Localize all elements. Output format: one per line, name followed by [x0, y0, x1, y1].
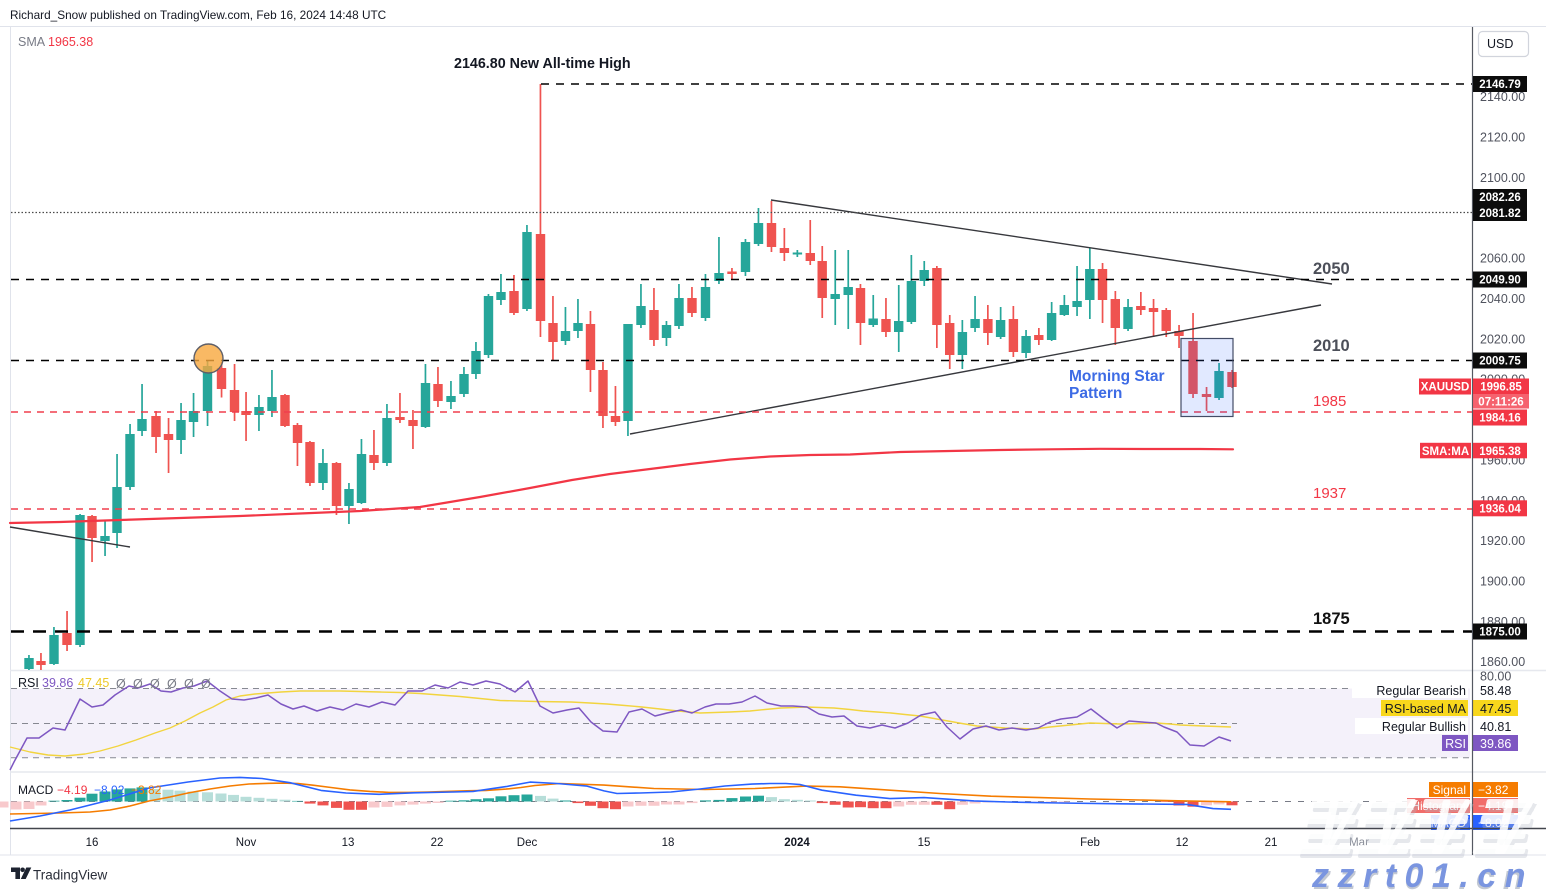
svg-text:1860.00: 1860.00	[1480, 655, 1525, 669]
svg-text:13: 13	[342, 837, 355, 849]
svg-text:USD: USD	[1487, 37, 1513, 51]
svg-text:Ø: Ø	[184, 677, 194, 691]
svg-text:Nov: Nov	[236, 837, 257, 849]
svg-text:RSI-based MA: RSI-based MA	[1385, 702, 1467, 716]
svg-text:RSI: RSI	[1445, 737, 1466, 751]
svg-text:1900.00: 1900.00	[1480, 575, 1525, 589]
svg-text:2020.00: 2020.00	[1480, 332, 1525, 346]
svg-text:Ø: Ø	[133, 677, 143, 691]
svg-text:2024: 2024	[784, 837, 810, 849]
svg-text:SMA: SMA	[18, 35, 46, 49]
svg-text:zzrt01.cn: zzrt01.cn	[1313, 859, 1532, 891]
svg-text:Pattern: Pattern	[1069, 385, 1122, 402]
svg-text:1937: 1937	[1313, 485, 1346, 502]
svg-text:Ø: Ø	[150, 677, 160, 691]
svg-text:TradingView: TradingView	[33, 868, 108, 883]
svg-text:1936.04: 1936.04	[1479, 504, 1521, 516]
svg-text:−4.19: −4.19	[57, 783, 88, 797]
svg-text:18: 18	[662, 837, 675, 849]
svg-text:47.45: 47.45	[78, 676, 109, 690]
svg-text:−3.82: −3.82	[1478, 783, 1509, 797]
svg-text:15: 15	[918, 837, 931, 849]
svg-text:1875.00: 1875.00	[1479, 627, 1521, 639]
svg-text:Regular Bearish: Regular Bearish	[1376, 684, 1466, 698]
svg-text:12: 12	[1176, 837, 1189, 849]
svg-text:2009.75: 2009.75	[1479, 356, 1521, 368]
svg-text:2081.82: 2081.82	[1479, 208, 1521, 220]
svg-text:40.81: 40.81	[1480, 720, 1511, 734]
svg-text:RSI: RSI	[18, 676, 39, 690]
svg-text:Ø: Ø	[167, 677, 177, 691]
svg-text:2120.00: 2120.00	[1480, 131, 1525, 145]
svg-text:−3.82: −3.82	[131, 783, 162, 797]
svg-text:MACD: MACD	[18, 783, 54, 797]
svg-text:1996.85: 1996.85	[1480, 381, 1522, 393]
svg-text:1985: 1985	[1313, 393, 1346, 410]
svg-text:2140.00: 2140.00	[1480, 90, 1525, 104]
svg-text:1920.00: 1920.00	[1480, 534, 1525, 548]
svg-text:Morning Star: Morning Star	[1069, 368, 1165, 385]
svg-text:80.00: 80.00	[1480, 670, 1511, 684]
svg-text:2060.00: 2060.00	[1480, 252, 1525, 266]
svg-text:39.86: 39.86	[42, 676, 73, 690]
svg-text:XAUUSD: XAUUSD	[1421, 382, 1470, 394]
svg-text:−8.02: −8.02	[94, 783, 125, 797]
svg-text:Richard_Snow published on Trad: Richard_Snow published on TradingView.co…	[10, 8, 387, 22]
svg-text:07:11:26: 07:11:26	[1478, 396, 1523, 408]
svg-text:2010: 2010	[1313, 337, 1350, 355]
svg-text:16: 16	[86, 837, 99, 849]
svg-text:2082.26: 2082.26	[1479, 192, 1521, 204]
svg-text:39.86: 39.86	[1480, 737, 1511, 751]
svg-text:1965.38: 1965.38	[48, 35, 93, 49]
svg-text:Dec: Dec	[517, 837, 538, 849]
svg-text:2040.00: 2040.00	[1480, 292, 1525, 306]
svg-text:21: 21	[1265, 837, 1278, 849]
svg-text:Ø: Ø	[116, 677, 126, 691]
svg-text:2050: 2050	[1313, 260, 1350, 278]
svg-text:Signal: Signal	[1433, 783, 1466, 797]
svg-text:zzrt01.cn: zzrt01.cn	[1311, 857, 1534, 891]
svg-text:Feb: Feb	[1080, 837, 1100, 849]
svg-text:2100.00: 2100.00	[1480, 171, 1525, 185]
svg-text:47.45: 47.45	[1480, 702, 1511, 716]
svg-text:58.48: 58.48	[1480, 684, 1511, 698]
svg-text:Ø: Ø	[201, 677, 211, 691]
svg-text:22: 22	[431, 837, 444, 849]
svg-text:1875: 1875	[1313, 610, 1350, 628]
svg-text:1984.16: 1984.16	[1479, 413, 1521, 425]
svg-text:2146.79: 2146.79	[1479, 79, 1521, 91]
svg-text:SMA:MA: SMA:MA	[1422, 446, 1469, 458]
svg-text:1965.38: 1965.38	[1479, 446, 1521, 458]
svg-text:2049.90: 2049.90	[1479, 275, 1521, 287]
svg-text:2146.80 New All-time High: 2146.80 New All-time High	[454, 56, 631, 72]
svg-text:Regular Bullish: Regular Bullish	[1382, 720, 1466, 734]
